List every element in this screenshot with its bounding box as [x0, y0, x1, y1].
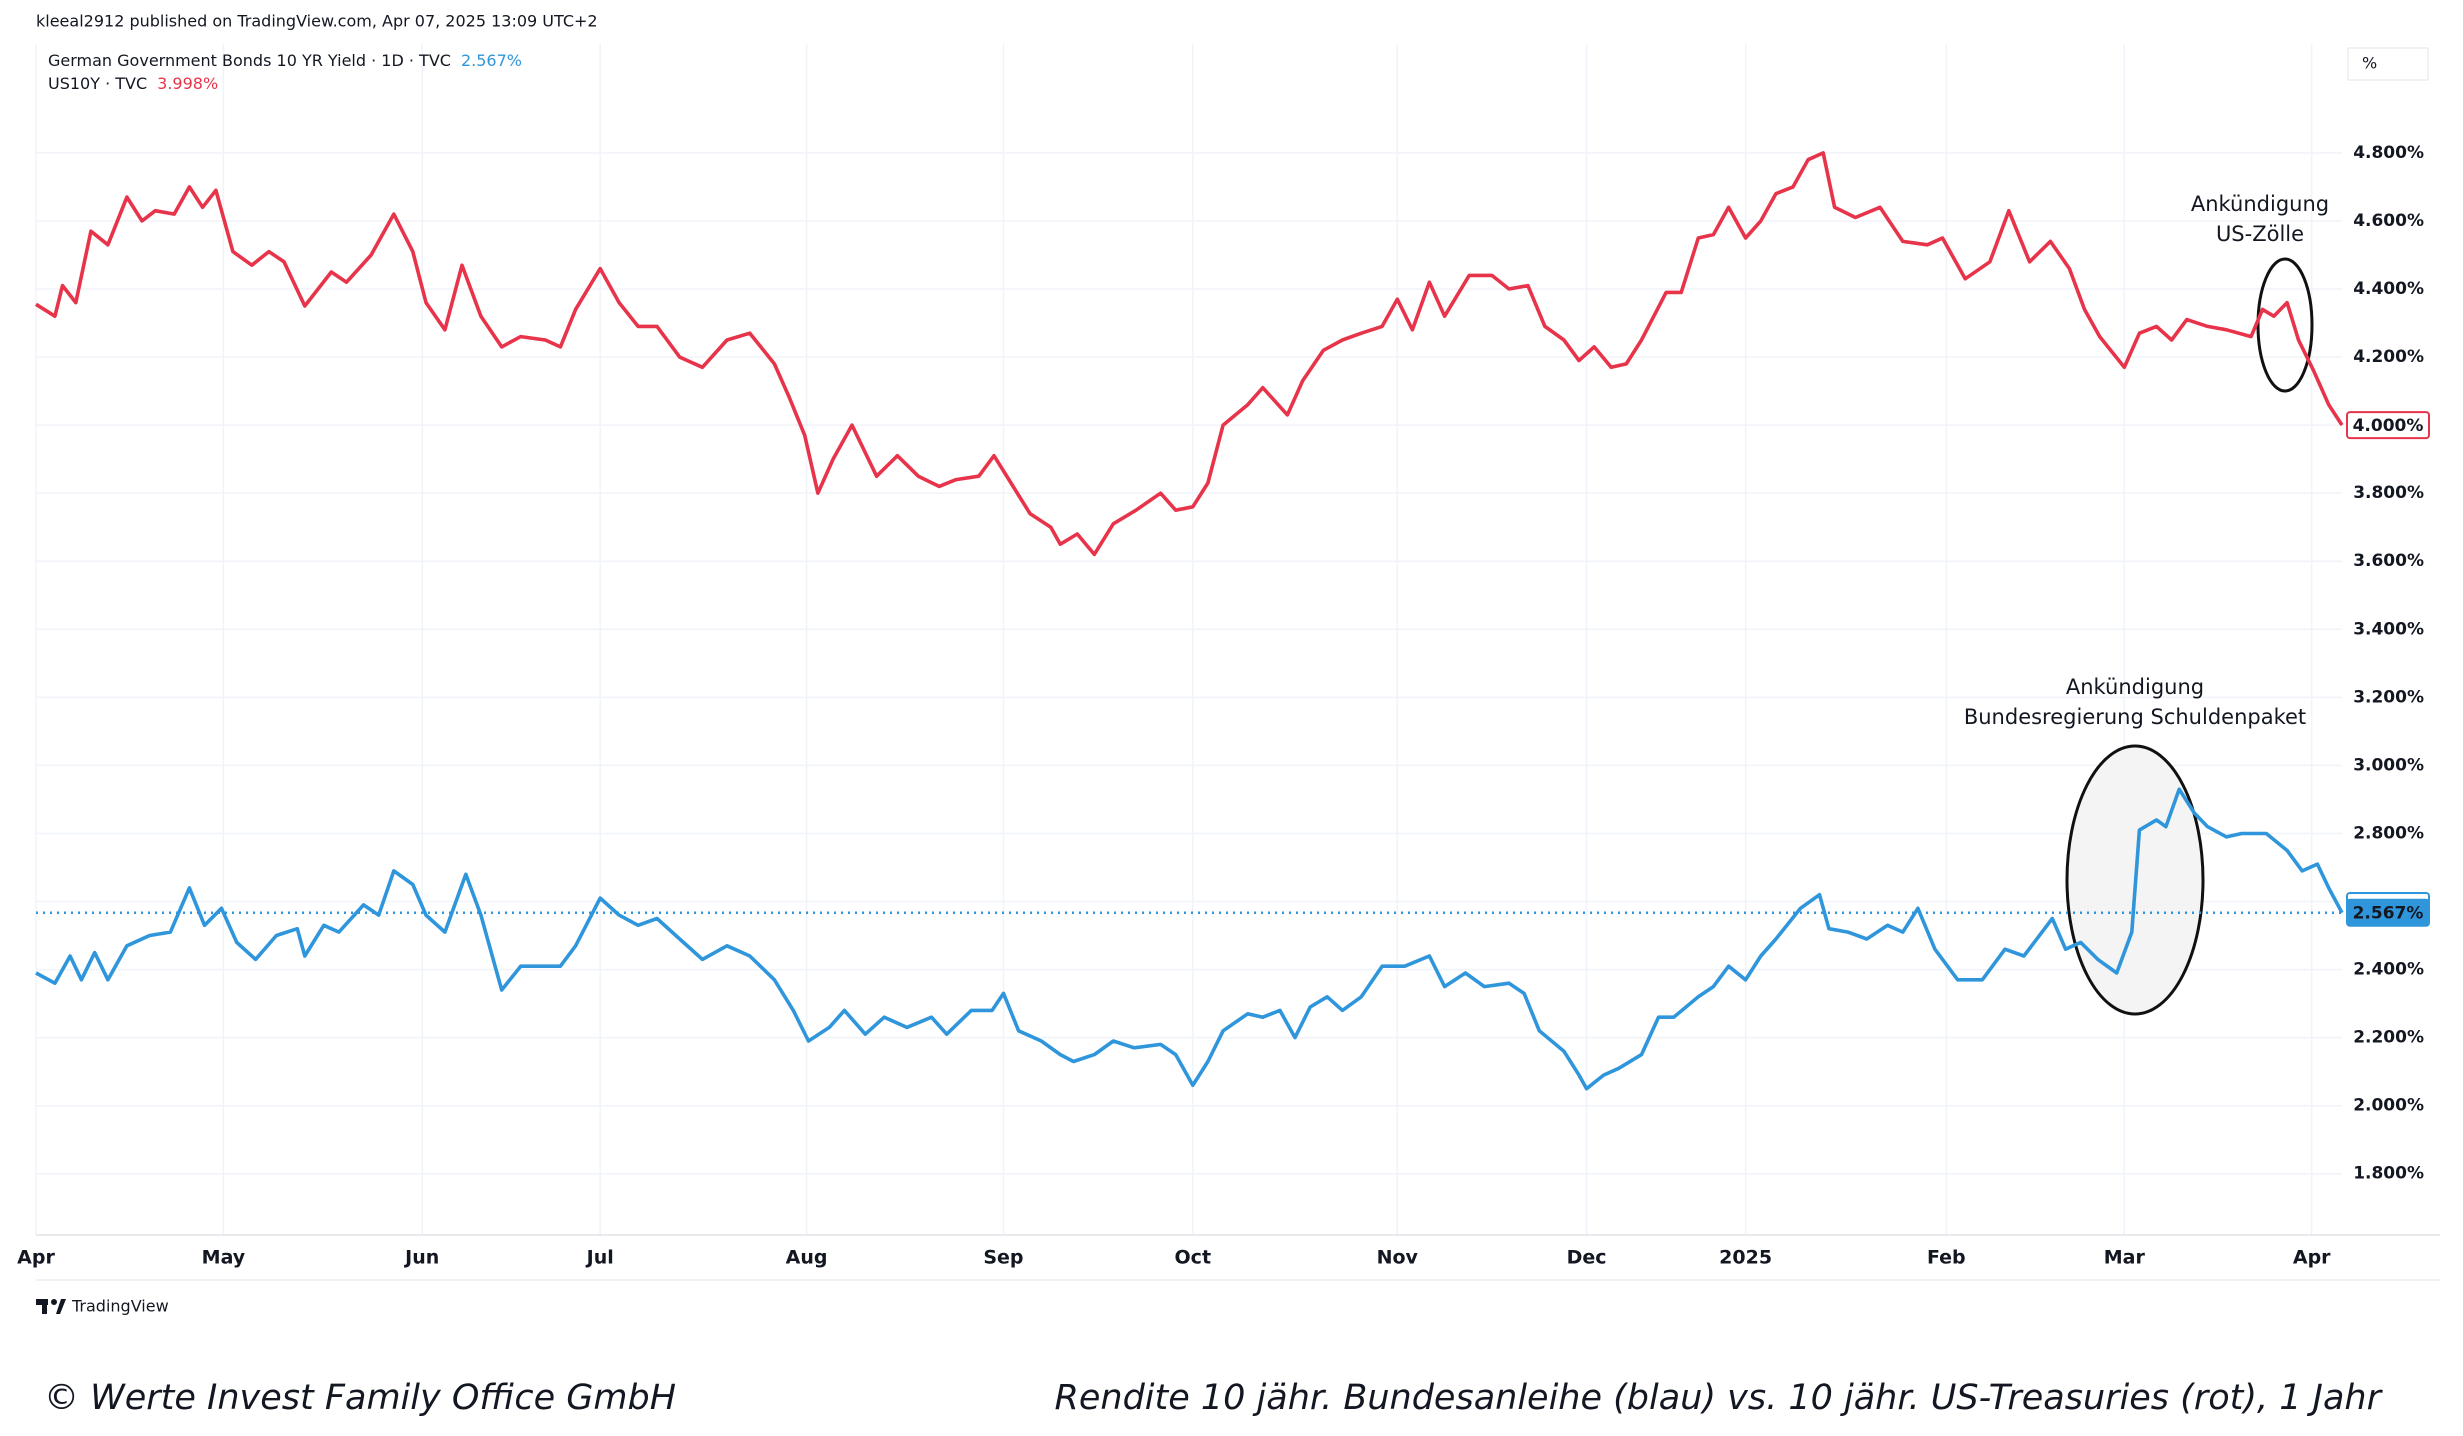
- logo-text: TradingView: [71, 1297, 169, 1316]
- annotation: Bundesregierung Schuldenpaket: [1964, 705, 2306, 729]
- price-label-box: [2346, 411, 2430, 440]
- logo-icon: [51, 1299, 57, 1305]
- footer-right: Rendite 10 jähr. Bundesanleihe (blau) vs…: [1055, 1378, 2384, 1418]
- y-tick-label: 4.200%: [2353, 347, 2424, 367]
- series-line: [35, 151, 2344, 557]
- x-tick-label: Feb: [1927, 1247, 1966, 1269]
- y-tick-label: 1.800%: [2353, 1164, 2424, 1184]
- grid: [35, 44, 2342, 1235]
- x-tick-label: 2025: [1719, 1247, 1772, 1269]
- x-tick-label: Nov: [1377, 1247, 1419, 1269]
- legend-name: US10Y · TVC: [48, 74, 147, 93]
- logo-icon: [56, 1299, 66, 1314]
- x-tick-label: Jun: [403, 1247, 439, 1269]
- price-label: 2.567%: [2353, 904, 2424, 924]
- annotation: US-Zölle: [2216, 222, 2304, 246]
- legend-name: German Government Bonds 10 YR Yield · 1D…: [48, 51, 451, 70]
- y-tick-label: 2.200%: [2353, 1028, 2424, 1048]
- y-tick-label: 3.800%: [2353, 483, 2424, 503]
- y-tick-label: 3.600%: [2353, 551, 2424, 571]
- x-tick-label: Jul: [585, 1247, 614, 1269]
- x-tick-label: Oct: [1175, 1247, 1212, 1269]
- legend-entry: US10Y · TVC 3.998%: [48, 74, 218, 93]
- x-tick-label: Aug: [786, 1247, 828, 1269]
- highlight-ellipse: [2256, 257, 2314, 393]
- x-tick-label: Apr: [2293, 1247, 2331, 1269]
- y-tick-label: 2.000%: [2353, 1096, 2424, 1116]
- y-tick-label: 3.200%: [2353, 687, 2424, 707]
- y-tick-label: 4.800%: [2353, 143, 2424, 163]
- y-tick-label: 4.600%: [2353, 211, 2424, 231]
- x-tick-label: Apr: [17, 1247, 55, 1269]
- logo: TradingView: [36, 1297, 169, 1316]
- annotation: Ankündigung: [2191, 192, 2329, 216]
- x-tick-label: Sep: [983, 1247, 1023, 1269]
- legend-entry: German Government Bonds 10 YR Yield · 1D…: [48, 51, 522, 70]
- unit-box: [2347, 47, 2429, 81]
- x-tick-label: Mar: [2104, 1247, 2146, 1269]
- legend-value: 3.998%: [157, 74, 218, 93]
- price-label-box: [2346, 898, 2430, 927]
- x-tick-label: May: [202, 1247, 246, 1269]
- annotation: Ankündigung: [2066, 675, 2204, 699]
- logo-icon: [42, 1299, 47, 1314]
- price-label: 4.000%: [2353, 416, 2424, 436]
- y-tick-label: 3.000%: [2353, 755, 2424, 775]
- y-tick-label: 2.800%: [2353, 823, 2424, 843]
- price-scale-unit: %: [2362, 54, 2377, 73]
- footer-left: © Werte Invest Family Office GmbH: [44, 1378, 676, 1418]
- header: kleeal2912 published on TradingView.com,…: [36, 12, 598, 31]
- y-tick-label: 2.400%: [2353, 960, 2424, 980]
- x-tick-label: Dec: [1567, 1247, 1607, 1269]
- y-tick-label: 3.400%: [2353, 619, 2424, 639]
- series-line: [35, 787, 2344, 1091]
- legend-value: 2.567%: [461, 51, 522, 70]
- y-tick-label: 4.400%: [2353, 279, 2424, 299]
